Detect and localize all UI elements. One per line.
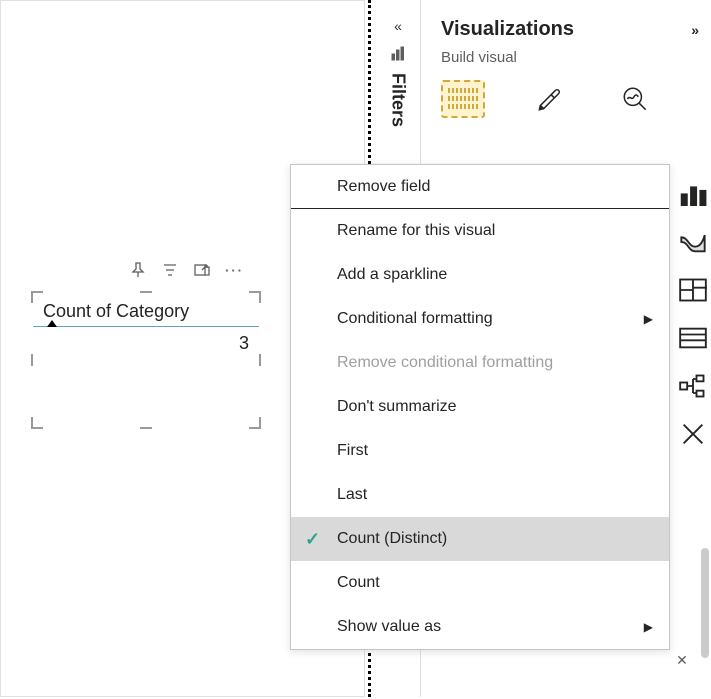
resize-handle[interactable] [31,417,43,429]
sort-ascending-icon[interactable] [47,320,57,327]
menu-remove-conditional-formatting: Remove conditional formatting [291,341,669,385]
analytics-icon [620,84,650,114]
visual-toolbar: ··· [129,261,244,279]
card-visual[interactable]: Count of Category 3 [33,293,259,427]
scrollbar[interactable] [701,548,709,658]
tab-format[interactable] [527,80,571,118]
expand-right-icon[interactable]: » [691,22,699,38]
resize-handle[interactable] [140,427,152,429]
visual-types-strip [675,182,711,446]
focus-mode-icon[interactable] [193,261,211,279]
chevron-right-icon: ▶ [644,620,653,634]
menu-rename[interactable]: Rename for this visual [291,209,669,253]
visual-header-text: Count of Category [43,301,189,321]
filters-label: Filters [388,73,409,127]
chevron-right-icon: ▶ [644,312,653,326]
menu-first[interactable]: First [291,429,669,473]
menu-label: Remove field [337,178,430,196]
menu-label: Remove conditional formatting [337,354,553,372]
menu-label: Don't summarize [337,398,457,416]
menu-count[interactable]: Count [291,561,669,605]
resize-handle[interactable] [249,417,261,429]
menu-label: Add a sparkline [337,266,447,284]
visual-header: Count of Category [33,293,259,327]
menu-label: First [337,442,368,460]
pane-subtitle: Build visual [421,49,711,76]
menu-last[interactable]: Last [291,473,669,517]
ribbon-chart-icon[interactable] [679,230,707,254]
build-visual-tabs [421,76,711,126]
menu-label: Count (Distinct) [337,530,447,548]
field-context-menu: Remove field Rename for this visual Add … [290,164,670,650]
treemap-icon[interactable] [679,278,707,302]
more-options-icon[interactable]: ··· [225,263,244,278]
checkmark-icon: ✓ [305,529,320,550]
table-icon [448,88,478,110]
filter-icon[interactable] [161,261,179,279]
menu-dont-summarize[interactable]: Don't summarize [291,385,669,429]
remove-field-button[interactable]: ✕ [669,647,695,673]
tab-analytics[interactable] [613,80,657,118]
paginated-report-icon[interactable] [679,422,707,446]
pane-header: Visualizations » [421,0,711,49]
menu-label: Rename for this visual [337,222,495,240]
tab-fields[interactable] [441,80,485,118]
table-icon[interactable] [679,326,707,350]
menu-count-distinct[interactable]: ✓ Count (Distinct) [291,517,669,561]
menu-show-value-as[interactable]: Show value as ▶ [291,605,669,649]
menu-label: Show value as [337,618,441,636]
menu-remove-field[interactable]: Remove field [291,165,669,209]
visual-value: 3 [33,327,259,360]
stacked-column-icon[interactable] [679,182,707,206]
menu-label: Last [337,486,367,504]
menu-label: Conditional formatting [337,310,493,328]
resize-handle[interactable] [31,354,33,366]
bar-chart-icon [376,46,420,65]
collapse-left-icon[interactable]: « [376,18,420,34]
decomposition-tree-icon[interactable] [679,374,707,398]
pin-icon[interactable] [129,261,147,279]
resize-handle[interactable] [259,354,261,366]
paintbrush-icon [534,84,564,114]
pane-title: Visualizations [441,18,574,41]
menu-add-sparkline[interactable]: Add a sparkline [291,253,669,297]
menu-conditional-formatting[interactable]: Conditional formatting ▶ [291,297,669,341]
filters-pane-collapsed[interactable]: « Filters [376,0,420,127]
menu-label: Count [337,574,380,592]
